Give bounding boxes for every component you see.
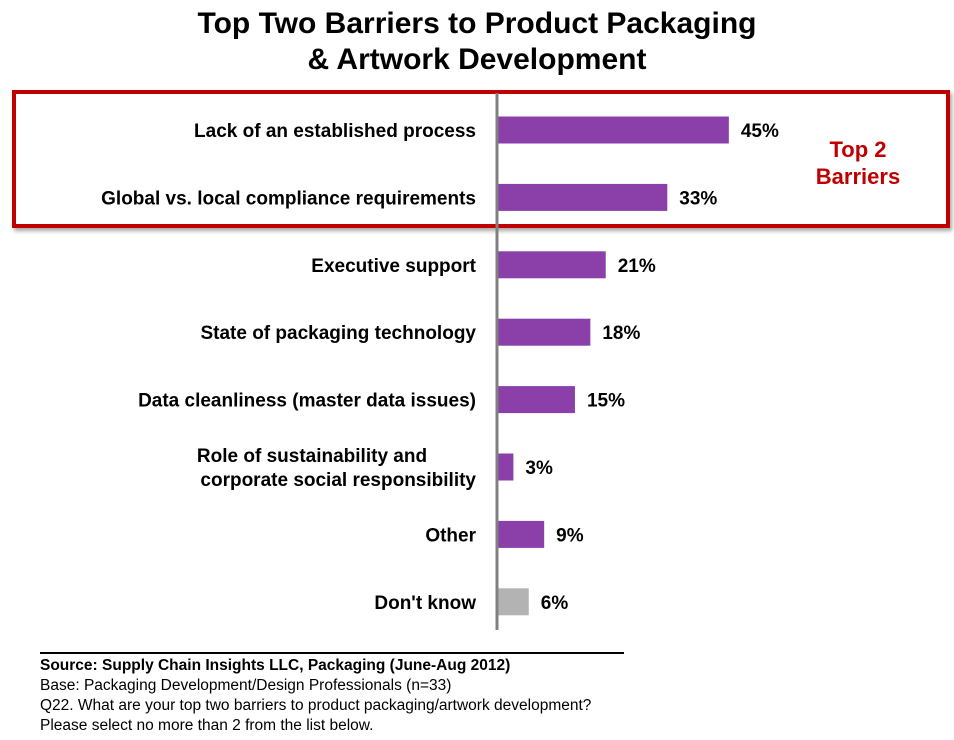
category-labels-layer: Lack of an established process Global vs.…	[101, 121, 477, 614]
chart-title-line-2: & Artwork Development	[307, 43, 647, 76]
bars-layer	[498, 116, 729, 616]
base-note: Base: Packaging Development/Design Profe…	[40, 677, 452, 694]
value-label-6: 9%	[556, 525, 584, 546]
bar-6	[498, 520, 545, 548]
value-label-7: 6%	[541, 593, 569, 614]
chart-footer: Source: Supply Chain Insights LLC, Packa…	[40, 656, 940, 736]
top-barriers-annotation: Top 2 Barriers	[790, 136, 926, 190]
question-note: Q22. What are your top two barriers to p…	[40, 697, 592, 714]
category-label-7: Don't know	[374, 593, 476, 614]
category-label-5-line-1: corporate social responsibility	[200, 470, 476, 491]
bar-1	[498, 183, 668, 211]
value-label-3: 18%	[602, 323, 640, 344]
chart-title-line-1: Top Two Barriers to Product Packaging	[197, 7, 757, 40]
value-label-5: 3%	[525, 458, 553, 479]
chart-title: Top Two Barriers to Product Packaging & …	[0, 6, 954, 78]
bar-2	[498, 251, 606, 279]
bar-5	[498, 453, 514, 481]
instruction-note: Please select no more than 2 from the li…	[40, 717, 374, 734]
source-note: Source: Supply Chain Insights LLC, Packa…	[40, 657, 511, 674]
top-barriers-highlight-box	[12, 90, 950, 228]
bar-4	[498, 386, 575, 414]
category-label-6: Other	[425, 525, 476, 546]
footer-divider	[40, 652, 624, 654]
value-labels-layer: 45% 33% 21% 18% 15% 3% 9% 6%	[525, 121, 779, 614]
category-label-5-line-0: Role of sustainability and	[197, 446, 427, 467]
annotation-line-1: Top 2	[829, 137, 887, 162]
category-label-2: Executive support	[311, 256, 476, 277]
value-label-0: 45%	[741, 121, 779, 142]
value-label-4: 15%	[587, 391, 625, 412]
bar-0	[498, 116, 729, 144]
category-label-3: State of packaging technology	[200, 323, 476, 344]
value-label-2: 21%	[618, 256, 656, 277]
bar-3	[498, 318, 591, 346]
value-label-1: 33%	[679, 188, 717, 209]
annotation-line-2: Barriers	[815, 164, 901, 189]
category-label-4: Data cleanliness (master data issues)	[138, 391, 476, 412]
bar-7	[498, 588, 529, 616]
category-label-1: Global vs. local compliance requirements	[101, 188, 476, 209]
category-label-0: Lack of an established process	[194, 121, 476, 142]
